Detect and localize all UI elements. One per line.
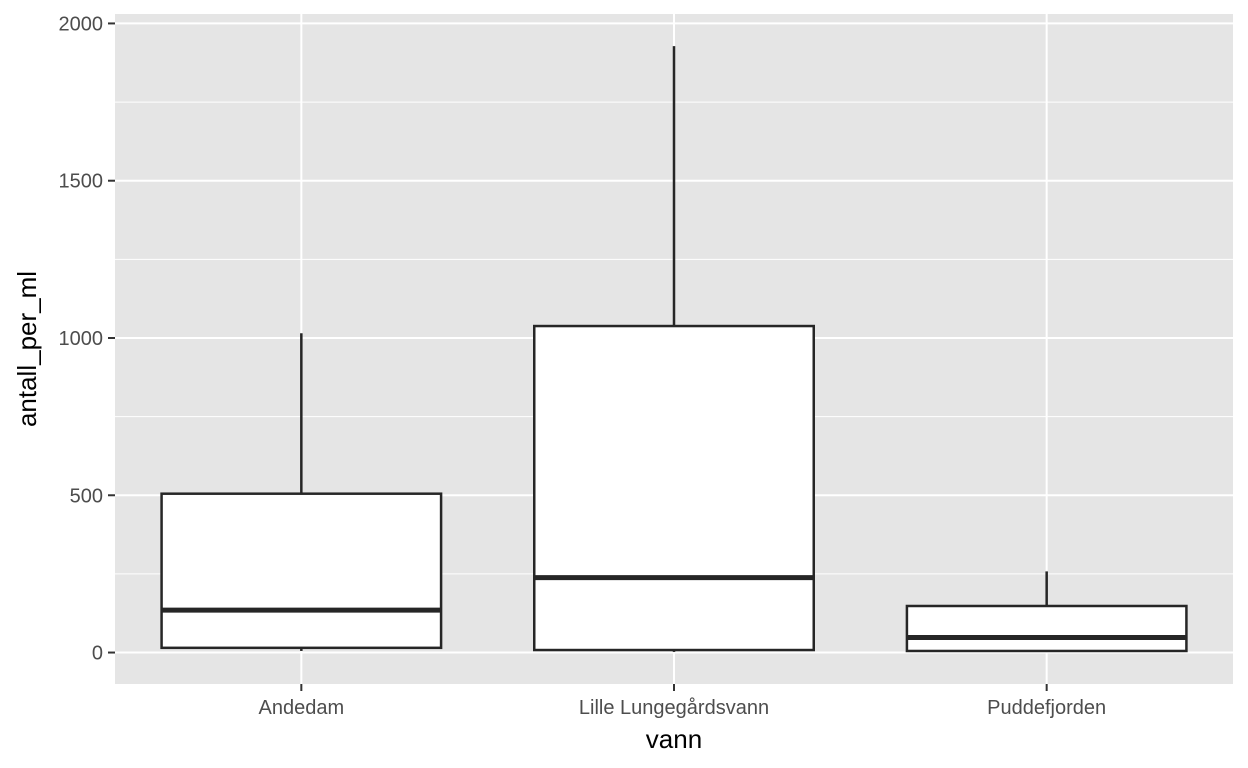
x-axis-title: vann [646,724,702,754]
y-tick-label: 1500 [59,171,104,193]
y-tick-label: 1000 [59,328,104,350]
y-tick-label: 500 [70,485,103,507]
boxes [160,46,1188,653]
box-body [533,324,815,652]
y-tick-label: 0 [92,643,103,665]
box-1 [160,333,443,651]
box-body [905,604,1188,653]
box-3 [905,571,1188,653]
y-axis-title: antall_per_ml [12,271,42,427]
box-2 [533,46,815,652]
axes: 0 500 1000 1500 2000 Andedam Lille Lungegårdsv… [59,13,1107,719]
x-tick-label: Lille Lungegårdsvann [579,697,769,719]
box-body [160,492,443,650]
x-tick-label: Andedam [259,697,345,719]
y-tick-label: 2000 [59,13,104,35]
x-tick-label: Puddefjorden [987,697,1106,719]
